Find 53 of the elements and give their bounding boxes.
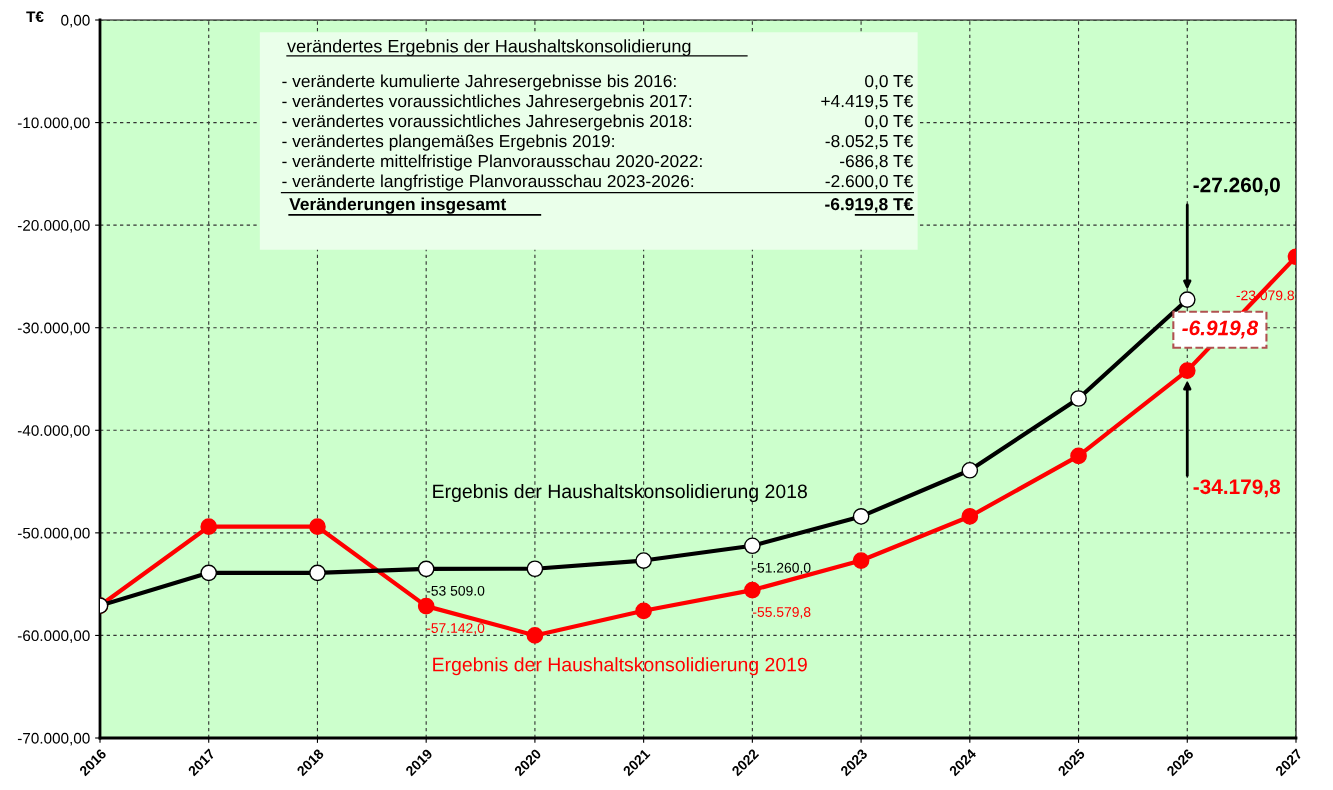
annotation: -6.919,8 T€ <box>825 198 913 213</box>
annotation: -686,8 T€ <box>840 154 914 170</box>
point <box>961 461 979 479</box>
annotation: - veränderte langfristige Planvorausschau 2023-2026: <box>282 174 694 191</box>
annotation: - veränderte mittelfristige Planvorausschau 2020-2022: <box>282 154 702 171</box>
annotation: -6.919,8 <box>1182 320 1259 339</box>
point <box>526 627 544 644</box>
data-label: -57.142,0 <box>426 623 485 635</box>
data-label: -53 509.0 <box>426 585 485 596</box>
point <box>417 597 435 615</box>
y-tick-label: -50.000,00 <box>17 527 90 541</box>
data-label: -55.579,8 <box>752 607 811 619</box>
series-label: Ergebnis der Haushaltskonsolidierung 2018 <box>433 483 807 503</box>
point <box>200 564 218 582</box>
point <box>852 552 870 569</box>
point <box>526 560 544 578</box>
annotation: +4.419,5 T€ <box>821 94 914 110</box>
annotation: - verändertes plangemäßes Ergebnis 2019: <box>282 134 614 151</box>
point <box>635 602 652 620</box>
annotation: - verändertes voraussichtliches Jahresergebnis 2018: <box>282 114 692 131</box>
annotation: 0,0 T€ <box>865 74 914 90</box>
y-tick-label: -40.000,00 <box>17 425 90 438</box>
y-axis-title: T€ <box>26 11 44 23</box>
y-tick-label: 0,00 <box>61 14 90 28</box>
point <box>309 564 326 582</box>
point <box>1070 447 1087 465</box>
point <box>309 518 326 536</box>
annotation: Veränderungen insgesamt <box>289 197 507 214</box>
point <box>852 508 870 525</box>
y-tick-label: -30.000,00 <box>17 322 90 336</box>
point <box>1178 362 1196 379</box>
y-tick-label: -20.000,00 <box>17 220 90 233</box>
annotation: verändertes Ergebnis der Haushaltskonsolidierung <box>287 39 691 57</box>
annotation: -8.052,5 T€ <box>825 134 914 150</box>
annotation: -27.260,0 <box>1193 177 1280 196</box>
data-label: -51.260,0 <box>752 562 811 575</box>
point <box>635 552 652 569</box>
annotation: -34.179,8 <box>1193 479 1281 498</box>
annotation: - veränderte kumulierte Jahresergebnisse bis 2016: <box>282 74 676 91</box>
annotation: - verändertes voraussichtliches Jahresergebnis 2017: <box>282 94 692 111</box>
annotation: 0,0 T€ <box>865 114 914 130</box>
annotation: -2.600,0 T€ <box>825 174 914 190</box>
y-tick-label: -10.000,00 <box>17 117 90 131</box>
point <box>417 560 435 578</box>
y-tick-label: -60.000,00 <box>17 630 90 643</box>
point <box>1178 291 1196 308</box>
point <box>961 508 979 525</box>
point <box>744 537 761 555</box>
point <box>1070 390 1087 407</box>
text: Ergebnis der Haushaltskonsolidierung 2019 <box>433 657 807 676</box>
point <box>200 518 218 536</box>
point <box>744 581 761 599</box>
y-tick-label: -70.000,00 <box>17 732 90 746</box>
